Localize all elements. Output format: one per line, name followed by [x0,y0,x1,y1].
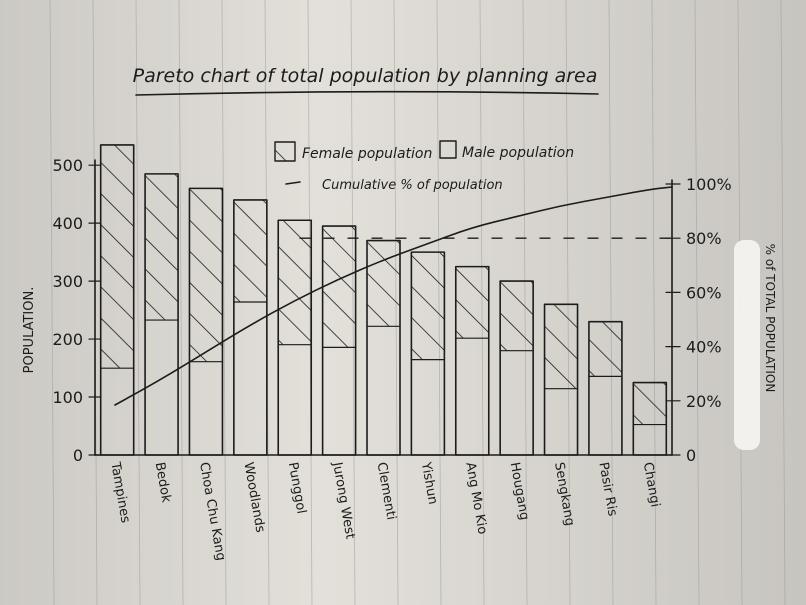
y2-tick-label: 40% [686,338,722,357]
category-label: Jurong West [329,460,357,540]
legend-swatch-cumulative [285,181,301,185]
category-label: Punggol [285,461,309,515]
y2-axis-label: % of TOTAL POPULATION [763,244,777,393]
legend-label-male: Male population [462,145,574,161]
title-underline [135,90,599,96]
y-tick-label: 0 [73,446,83,465]
cumulative-line-layer [114,186,673,406]
legend-label-cumulative: Cumulative % of population [322,178,503,193]
cumulative-line [114,186,673,406]
y2-tick-label: 80% [686,229,722,248]
bar-female-5 [322,226,356,348]
axes-layer [94,159,673,456]
tape-strip [734,240,760,450]
bar-female-4 [278,220,312,345]
y2-tick-label: 0 [686,446,696,465]
category-label: Woodlands [240,461,267,534]
category-label: Tampines [107,460,133,524]
bar-female-0 [100,144,134,369]
legend-swatch-male [439,140,457,159]
category-label: Clementi [374,461,399,521]
category-label: Hougang [507,461,532,521]
bar-female-2 [189,188,223,362]
bar-female-12 [633,382,667,425]
category-labels-layer: Tampines Bedok Choa Chu Kang Woodlands Pungg… [107,460,662,562]
y-tick-label: 400 [52,214,83,233]
bar-female-7 [411,252,445,360]
y-tick-label: 500 [52,156,83,175]
y2-tick-label: 20% [686,392,722,411]
bars-layer [99,144,668,456]
category-label: Pasir Ris [595,461,619,518]
category-label: Ang Mo Kio [462,461,489,535]
bar-female-8 [455,266,489,339]
bar-female-1 [145,173,179,321]
category-label: Yishun [418,460,440,506]
bar-female-3 [233,199,267,302]
category-label: Changi [640,461,663,508]
legend: Female population Male population Cumulati… [274,140,574,193]
ticks-layer: 0 100 200 300 400 500 0 20% 40% 60% 80% 100% [52,156,731,465]
legend-swatch-female [275,142,295,161]
bar-female-9 [500,281,534,351]
category-label: Bedok [152,461,174,504]
y2-tick-label: 60% [686,283,722,302]
category-label: Choa Chu Kang [196,461,228,562]
y2-tick-label: 100% [686,175,732,194]
bar-female-11 [588,321,622,377]
y-axis-label: POPULATION. [22,287,37,374]
y-tick-label: 100 [52,388,83,407]
bar-female-6 [367,240,400,327]
bar-female-10 [544,304,578,389]
legend-label-female: Female population [302,146,432,162]
y-tick-label: 200 [52,330,83,349]
y-tick-label: 300 [52,272,83,291]
category-label: Sengkang [551,461,577,527]
chart-title: Pareto chart of total population by plan… [133,65,598,87]
